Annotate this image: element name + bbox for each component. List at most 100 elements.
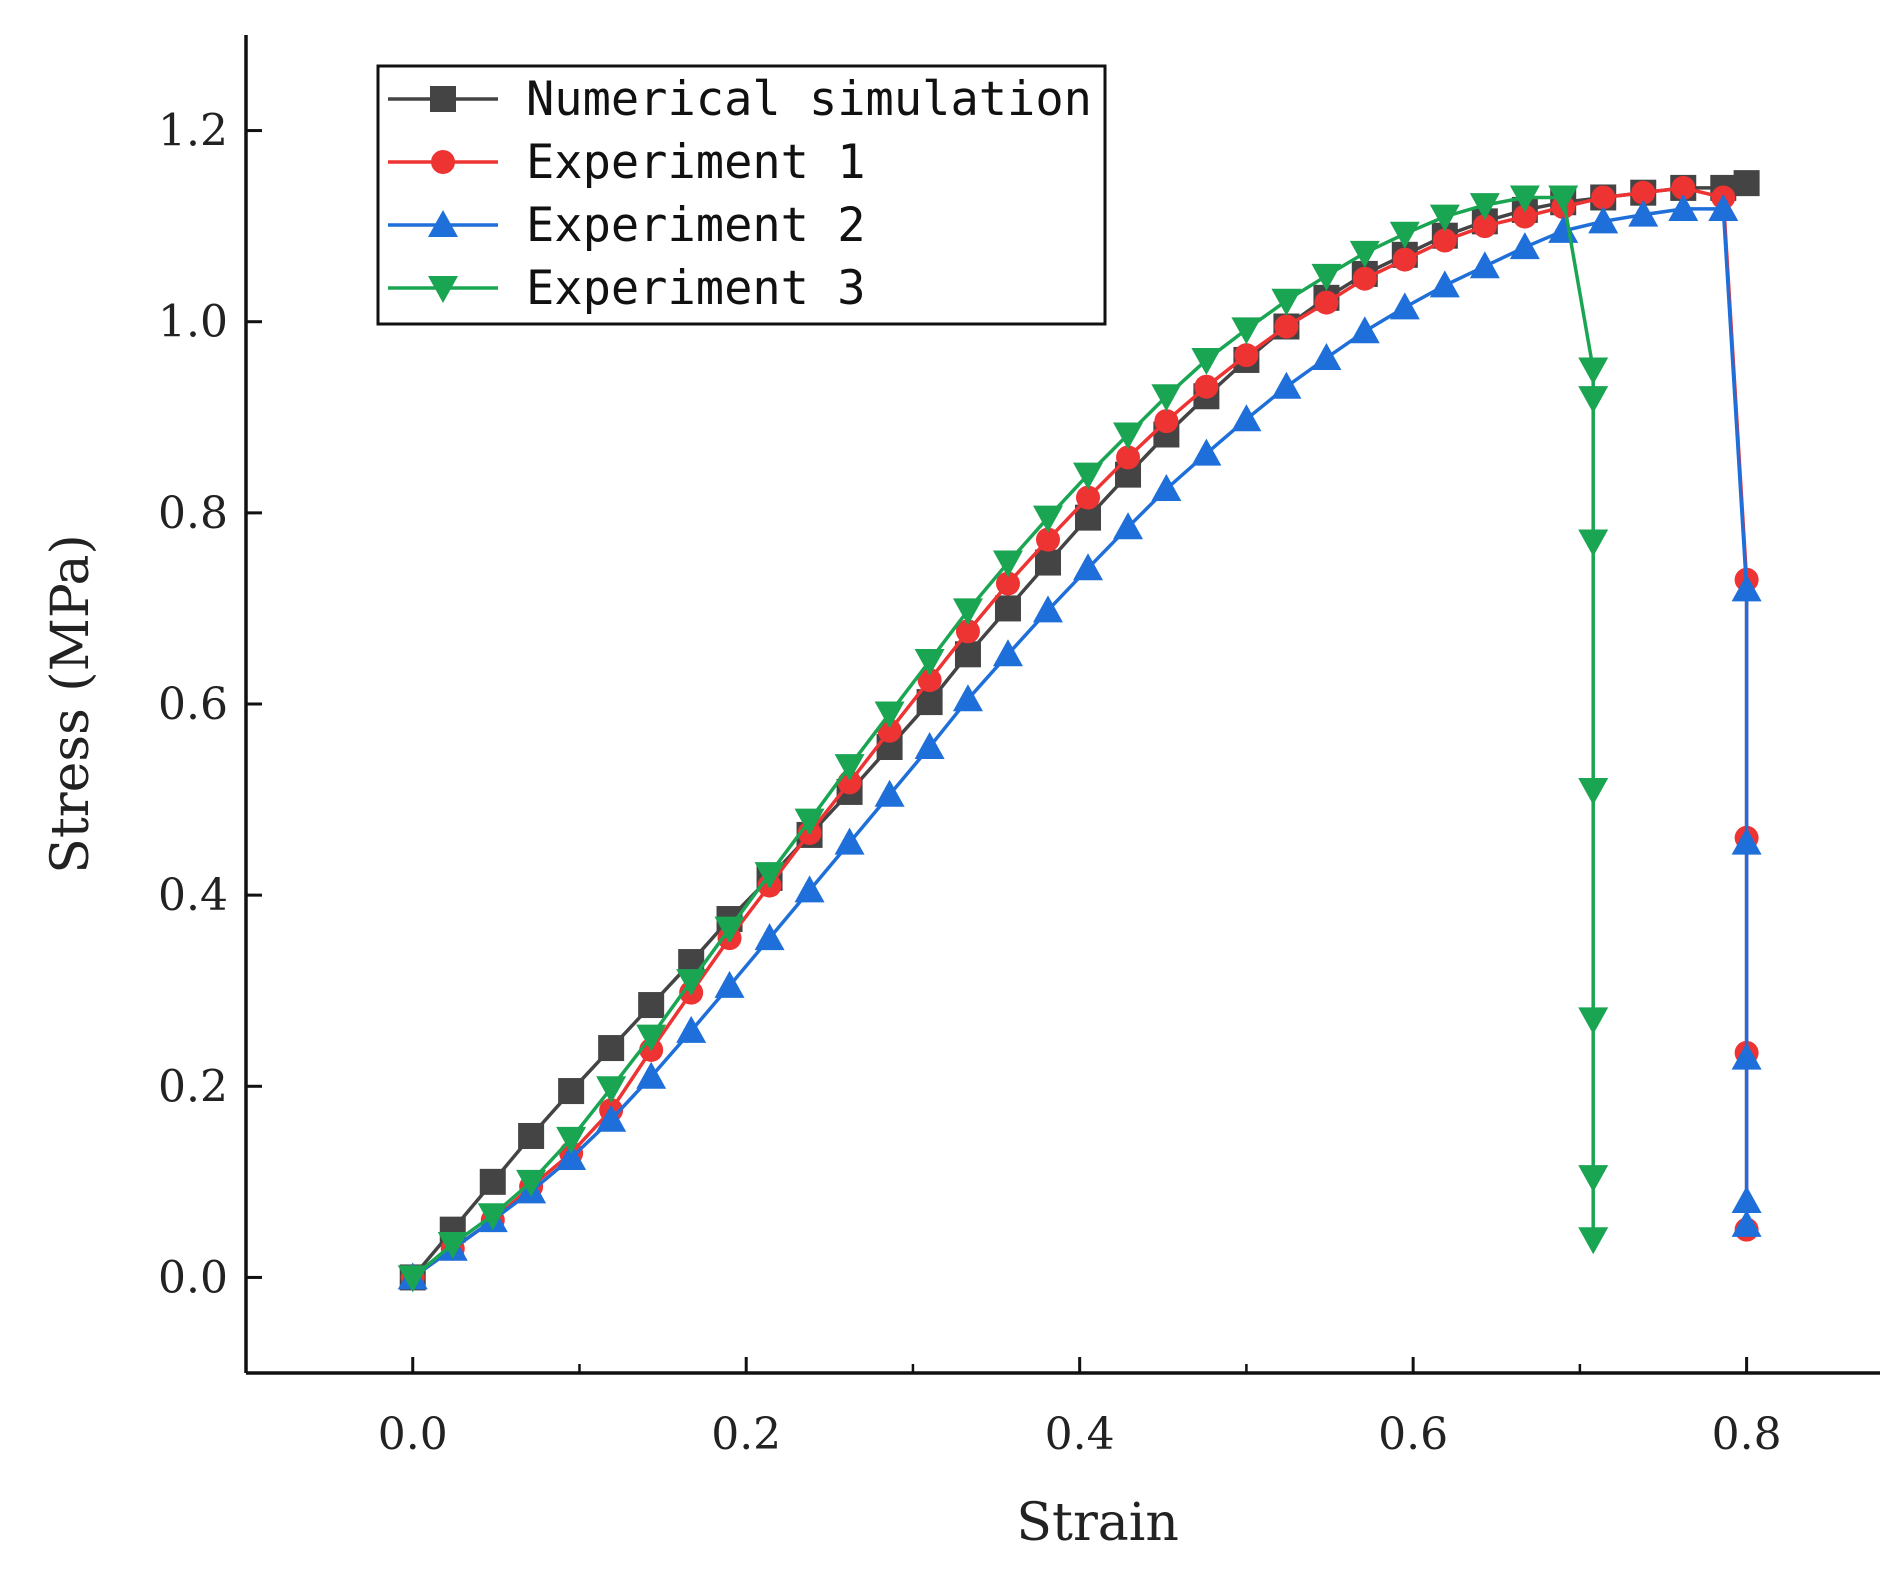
data-point xyxy=(437,1231,468,1259)
data-point xyxy=(754,923,785,951)
data-point xyxy=(834,827,865,855)
data-point xyxy=(596,1076,627,1104)
data-point xyxy=(714,916,745,944)
data-point xyxy=(794,875,825,903)
data-point xyxy=(479,1168,506,1195)
legend-label: Experiment 3 xyxy=(526,261,866,316)
data-point xyxy=(1578,1007,1609,1035)
data-point xyxy=(1073,553,1104,581)
series-4 xyxy=(397,185,1609,1293)
data-point xyxy=(1311,263,1342,291)
data-point xyxy=(1311,343,1342,371)
data-point xyxy=(1578,529,1609,557)
data-point xyxy=(636,1061,667,1089)
data-point xyxy=(992,550,1023,578)
data-point xyxy=(1548,185,1579,213)
data-point xyxy=(1578,386,1609,414)
data-point xyxy=(636,1024,667,1052)
data-point xyxy=(1731,1185,1762,1213)
data-point xyxy=(1469,193,1500,221)
data-point xyxy=(676,969,707,997)
data-point xyxy=(1191,438,1222,466)
data-point xyxy=(954,641,981,668)
data-point xyxy=(556,1142,587,1170)
y-tick-label: 0.8 xyxy=(158,488,228,539)
data-point xyxy=(1429,204,1460,232)
data-point xyxy=(952,598,983,626)
data-point xyxy=(1113,422,1144,450)
data-point xyxy=(1274,314,1299,339)
data-point xyxy=(794,808,825,836)
legend-label: Experiment 2 xyxy=(526,198,866,253)
axes: 0.0 0.2 0.4 0.6 0.8 1.0 1.2 0.0 0.2 0.4 0.6 0.8 xyxy=(158,35,1880,1460)
data-point xyxy=(1151,384,1182,412)
data-point xyxy=(1349,240,1380,268)
data-point xyxy=(1578,1165,1609,1193)
data-point xyxy=(874,779,905,807)
data-point xyxy=(1154,409,1179,434)
data-point xyxy=(1392,247,1417,272)
y-tick-label: 0.6 xyxy=(158,679,228,730)
data-point xyxy=(477,1203,508,1231)
legend-marker xyxy=(428,210,458,237)
data-point xyxy=(1731,1042,1762,1070)
data-point xyxy=(1194,374,1219,399)
data-point xyxy=(1671,175,1696,200)
data-point xyxy=(1314,290,1339,315)
data-point xyxy=(1429,270,1460,298)
y-axis-title: Stress (MPa) xyxy=(41,534,101,874)
data-point xyxy=(1231,404,1262,432)
legend-item: Experiment 2 xyxy=(388,198,866,253)
legend-label: Numerical simulation xyxy=(526,72,1092,127)
data-point xyxy=(1668,193,1699,221)
x-tick-label: 0.4 xyxy=(1045,1409,1115,1460)
legend-label: Experiment 1 xyxy=(526,135,866,190)
x-tick-label: 0.8 xyxy=(1712,1409,1782,1460)
data-point xyxy=(556,1126,587,1154)
data-point xyxy=(952,684,983,712)
data-point xyxy=(1731,827,1762,855)
data-point xyxy=(955,619,980,644)
series-3 xyxy=(397,193,1762,1290)
data-point xyxy=(1578,778,1609,806)
x-axis-title: Strain xyxy=(1016,1493,1179,1553)
data-point xyxy=(558,1078,585,1105)
data-point xyxy=(914,732,945,760)
legend: Numerical simulation Experiment 1 Experime… xyxy=(376,64,1107,326)
data-point xyxy=(596,1104,627,1132)
data-point xyxy=(754,862,785,890)
data-point xyxy=(917,668,942,693)
data-point xyxy=(518,1122,545,1149)
data-point xyxy=(1035,527,1060,552)
data-point xyxy=(1509,232,1540,260)
data-point xyxy=(874,701,905,729)
data-point xyxy=(1389,292,1420,320)
data-point xyxy=(1032,595,1063,623)
data-point xyxy=(1116,445,1141,470)
data-point xyxy=(1731,1209,1762,1237)
data-point xyxy=(516,1169,547,1197)
data-point xyxy=(1432,228,1457,253)
x-tick-label: 0.2 xyxy=(711,1409,781,1460)
data-point xyxy=(994,595,1021,622)
data-point xyxy=(1733,170,1760,197)
data-point xyxy=(1578,357,1609,385)
data-point xyxy=(1034,549,1061,576)
y-tick-label: 1.2 xyxy=(158,106,228,157)
data-point xyxy=(914,648,945,676)
data-point xyxy=(1469,251,1500,279)
data-point xyxy=(834,754,865,782)
data-point xyxy=(1271,371,1302,399)
data-point xyxy=(1231,317,1262,345)
data-point xyxy=(877,718,902,743)
data-point xyxy=(1076,485,1101,510)
y-tick-label: 0.2 xyxy=(158,1061,228,1112)
data-point xyxy=(1234,343,1259,368)
data-point xyxy=(1588,206,1619,234)
data-point xyxy=(1271,288,1302,316)
data-point xyxy=(598,1035,625,1062)
x-tick-label: 0.0 xyxy=(378,1409,448,1460)
data-point xyxy=(1708,193,1739,221)
data-point xyxy=(1509,185,1540,213)
legend-item: Experiment 3 xyxy=(388,261,866,316)
